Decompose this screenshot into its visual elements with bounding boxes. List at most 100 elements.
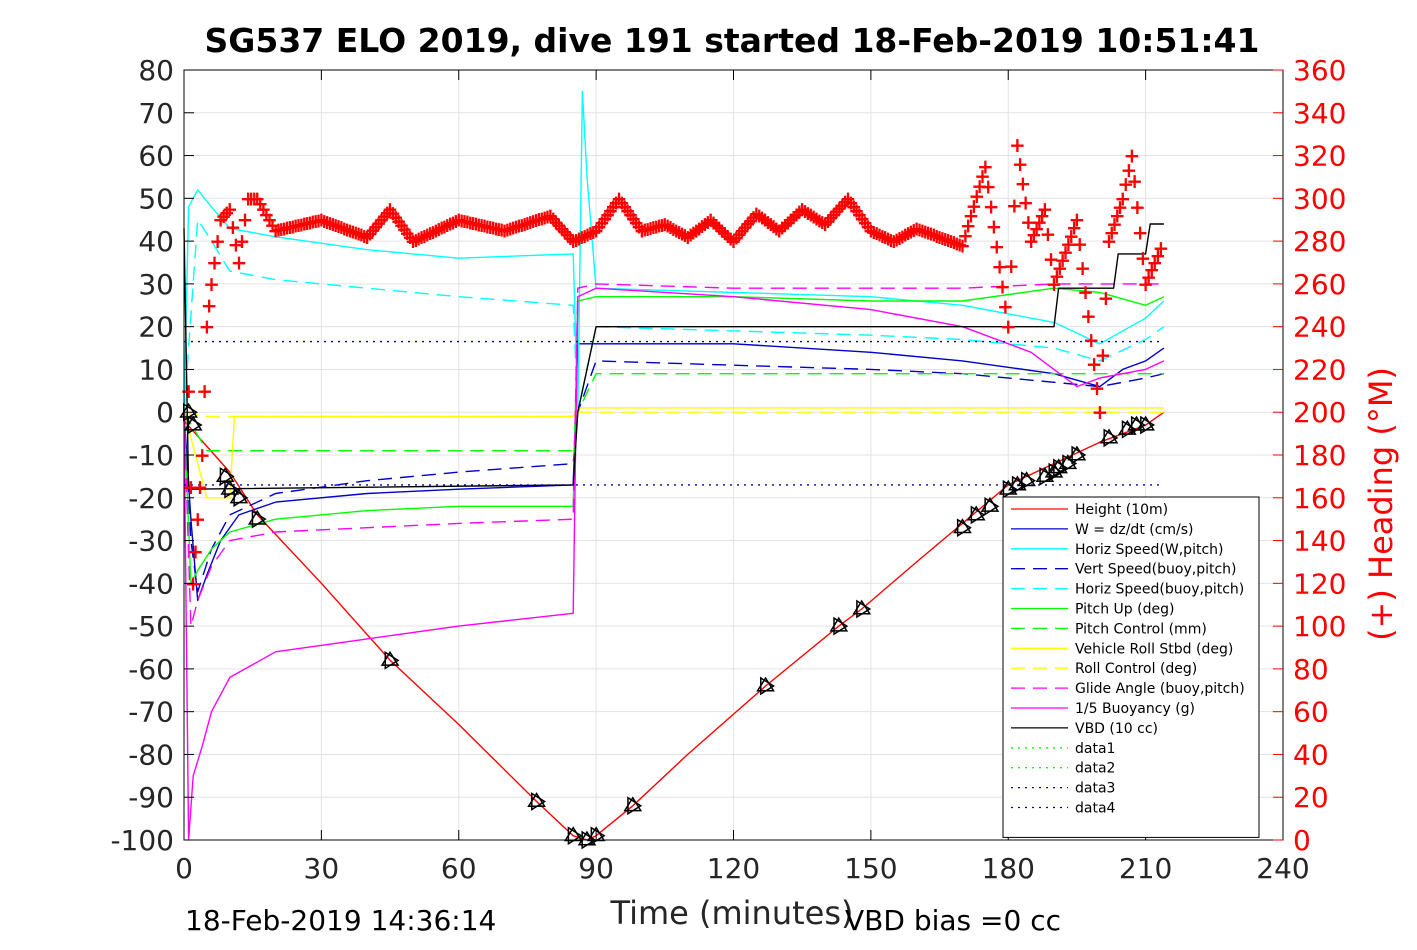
heading-point: + bbox=[774, 216, 791, 240]
heading-point: + bbox=[212, 208, 229, 232]
heading-point: + bbox=[1112, 195, 1129, 219]
legend-label-glide: Glide Angle (buoy,pitch) bbox=[1075, 681, 1245, 697]
heading-point: + bbox=[1132, 221, 1149, 245]
heading-point: + bbox=[903, 219, 920, 243]
y2-tick-label: 160 bbox=[1293, 482, 1346, 515]
y2-tick-label: 360 bbox=[1293, 54, 1346, 87]
heading-point: + bbox=[224, 215, 241, 239]
heading-point: + bbox=[954, 233, 971, 257]
heading-point: + bbox=[553, 216, 570, 240]
heading-point: + bbox=[699, 210, 716, 234]
heading-point: + bbox=[794, 197, 811, 221]
heading-point: + bbox=[854, 206, 871, 230]
heading-point: + bbox=[656, 212, 673, 236]
heading-point: + bbox=[330, 214, 347, 238]
heading-point: + bbox=[221, 197, 238, 221]
heading-point: + bbox=[822, 206, 839, 230]
y2-tick-label: 320 bbox=[1293, 140, 1346, 173]
heading-point: + bbox=[496, 218, 513, 242]
heading-point: + bbox=[722, 226, 739, 250]
heading-point: + bbox=[344, 219, 361, 243]
heading-point: + bbox=[945, 230, 962, 254]
heading-point: + bbox=[234, 229, 251, 253]
y2-tick-label: 140 bbox=[1293, 525, 1346, 558]
heading-point: + bbox=[379, 201, 396, 225]
legend-label-pitch_ctl: Pitch Control (mm) bbox=[1075, 621, 1207, 637]
x-tick-label: 90 bbox=[578, 852, 614, 885]
gc-marker-right bbox=[224, 479, 240, 499]
heading-point: + bbox=[313, 208, 330, 232]
heading-point: + bbox=[439, 213, 456, 237]
heading-point: + bbox=[885, 229, 902, 253]
heading-point: + bbox=[848, 198, 865, 222]
heading-layer: ++++++++++++++++++++++++++++++++++++++++… bbox=[180, 133, 1169, 595]
heading-point: + bbox=[708, 213, 725, 237]
heading-point: + bbox=[419, 222, 436, 246]
heading-point: + bbox=[516, 212, 533, 236]
heading-point: + bbox=[688, 218, 705, 242]
heading-point: + bbox=[189, 507, 206, 531]
heading-point: + bbox=[322, 211, 339, 235]
heading-point: + bbox=[957, 223, 974, 247]
heading-point: + bbox=[951, 232, 968, 256]
heading-point: + bbox=[728, 226, 745, 250]
heading-point: + bbox=[273, 217, 290, 241]
heading-point: + bbox=[1066, 216, 1083, 240]
footer-vbd-bias: VBD bias =0 cc bbox=[845, 904, 1061, 937]
legend-label-data2: data2 bbox=[1075, 761, 1115, 777]
heading-point: + bbox=[302, 210, 319, 234]
y2-tick-label: 200 bbox=[1293, 396, 1346, 429]
heading-point: + bbox=[771, 218, 788, 242]
heading-point: + bbox=[877, 225, 894, 249]
x-tick-label: 210 bbox=[1119, 852, 1172, 885]
legend-label-horiz_w: Horiz Speed(W,pitch) bbox=[1075, 542, 1223, 558]
heading-point: + bbox=[719, 224, 736, 248]
heading-point: + bbox=[742, 208, 759, 232]
marker-layer bbox=[179, 402, 1156, 850]
heading-point: + bbox=[365, 218, 382, 242]
heading-point: + bbox=[754, 206, 771, 230]
y-tick-label: 70 bbox=[138, 97, 174, 130]
series-glide bbox=[183, 283, 1164, 627]
heading-point: + bbox=[797, 199, 814, 223]
heading-point: + bbox=[299, 211, 316, 235]
heading-point: + bbox=[1140, 265, 1157, 289]
y2-tick-label: 240 bbox=[1293, 311, 1346, 344]
y-tick-label: -30 bbox=[128, 525, 174, 558]
heading-point: + bbox=[310, 208, 327, 232]
heading-point: + bbox=[1153, 236, 1170, 260]
legend-label-height: Height (10m) bbox=[1075, 502, 1168, 518]
heading-point: + bbox=[651, 214, 668, 238]
heading-point: + bbox=[203, 272, 220, 296]
heading-point: + bbox=[551, 213, 568, 237]
heading-point: + bbox=[324, 212, 341, 236]
heading-point: + bbox=[614, 190, 631, 214]
heading-point: + bbox=[820, 209, 837, 233]
heading-point: + bbox=[1023, 229, 1040, 253]
heading-point: + bbox=[883, 228, 900, 252]
y2-tick-label: 40 bbox=[1293, 738, 1329, 771]
heading-point: + bbox=[765, 214, 782, 238]
heading-point: + bbox=[473, 213, 490, 237]
heading-point: + bbox=[267, 218, 284, 242]
heading-point: + bbox=[1117, 172, 1134, 196]
heading-point: + bbox=[522, 210, 539, 234]
heading-point: + bbox=[385, 201, 402, 225]
heading-point: + bbox=[860, 214, 877, 238]
x-axis: 0 30 60 90 120 150 180 210 240 bbox=[175, 70, 1310, 885]
heading-point: + bbox=[596, 206, 613, 230]
heading-point: + bbox=[871, 222, 888, 246]
heading-point: + bbox=[1069, 208, 1086, 232]
heading-point: + bbox=[977, 154, 994, 178]
gc-marker-right bbox=[856, 599, 872, 619]
heading-point: + bbox=[1080, 304, 1097, 328]
heading-point: + bbox=[243, 186, 260, 210]
heading-point: + bbox=[413, 225, 430, 249]
heading-point: + bbox=[842, 190, 859, 214]
heading-point: + bbox=[925, 223, 942, 247]
heading-point: + bbox=[888, 228, 905, 252]
heading-point: + bbox=[1114, 186, 1131, 210]
y2-tick-label: 60 bbox=[1293, 696, 1329, 729]
heading-point: + bbox=[508, 215, 525, 239]
